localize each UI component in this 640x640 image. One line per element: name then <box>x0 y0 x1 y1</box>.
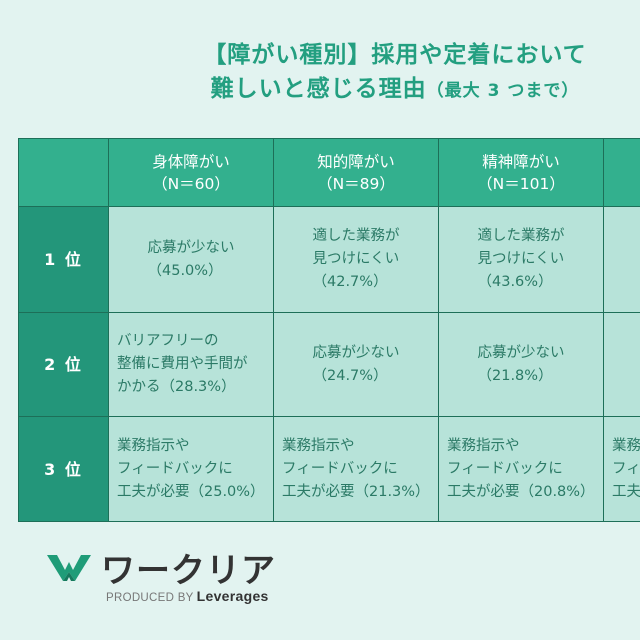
header-row: 身体障がい （N＝60） 知的障がい （N＝89） 精神障がい （N＝101） <box>18 138 640 207</box>
table-cell: 応募が少ない （45.0%） <box>108 206 274 313</box>
title-line-2-sub: （最大 3 つまで） <box>426 81 580 101</box>
header-physical: 身体障がい （N＝60） <box>108 138 274 207</box>
table-cell: バリアフリーの 整備に費用や手間が かかる（28.3%） <box>108 312 274 417</box>
header-mental: 精神障がい （N＝101） <box>438 138 604 207</box>
header-corner <box>18 138 109 207</box>
ranking-table-container: 身体障がい （N＝60） 知的障がい （N＝89） 精神障がい （N＝101） … <box>18 138 640 522</box>
rank-label: 3 位 <box>18 416 109 522</box>
table-cell: 応募が少ない （24.7%） <box>273 312 439 417</box>
title-line-2: 難しいと感じる理由（最大 3 つまで） <box>150 72 640 108</box>
table-cell: 適した業務が 見つけにくい （43.6%） <box>438 206 604 313</box>
table-row-rank-3: 3 位 業務指示や フィードバックに 工夫が必要（25.0%） 業務指示や フィ… <box>18 416 640 522</box>
header-intellectual: 知的障がい （N＝89） <box>273 138 439 207</box>
table-cell: 適 見 （ <box>603 206 640 313</box>
ranking-table: 身体障がい （N＝60） 知的障がい （N＝89） 精神障がい （N＝101） … <box>18 138 640 522</box>
table-cell: 業務指示や フィードバックに 工夫が必要（21.3%） <box>273 416 439 522</box>
table-cell: 適した業務が 見つけにくい （42.7%） <box>273 206 439 313</box>
table-row-rank-2: 2 位 バリアフリーの 整備に費用や手間が かかる（28.3%） 応募が少ない … <box>18 312 640 417</box>
w-logo-icon <box>47 554 91 581</box>
rank-label: 2 位 <box>18 312 109 417</box>
leverages-brand: Leverages <box>196 588 269 604</box>
title-line-2-main: 難しいと感じる理由 <box>210 76 427 102</box>
logo-text: ワークリア <box>101 551 276 591</box>
table-cell: 応募が少ない （21.8%） <box>438 312 604 417</box>
header-cut-off <box>603 138 640 207</box>
table-row-rank-1: 1 位 応募が少ない （45.0%） 適した業務が 見つけにくい （42.7%）… <box>18 206 640 313</box>
title-line-1: 【障がい種別】採用や定着において <box>203 42 587 68</box>
table-cell: 業務指示や フィードバックに 工夫が必要（20.8%） <box>438 416 604 522</box>
rank-label: 1 位 <box>18 206 109 313</box>
page-title: 【障がい種別】採用や定着において 難しいと感じる理由（最大 3 つまで） <box>150 38 640 108</box>
table-cell: 応 （ <box>603 312 640 417</box>
table-cell: 業務 フィ 工夫 <box>603 416 640 522</box>
table-cell: 業務指示や フィードバックに 工夫が必要（25.0%） <box>108 416 274 522</box>
workclear-logo: ワークリア <box>45 543 276 592</box>
produced-by: PRODUCED BY Leverages <box>106 588 269 604</box>
